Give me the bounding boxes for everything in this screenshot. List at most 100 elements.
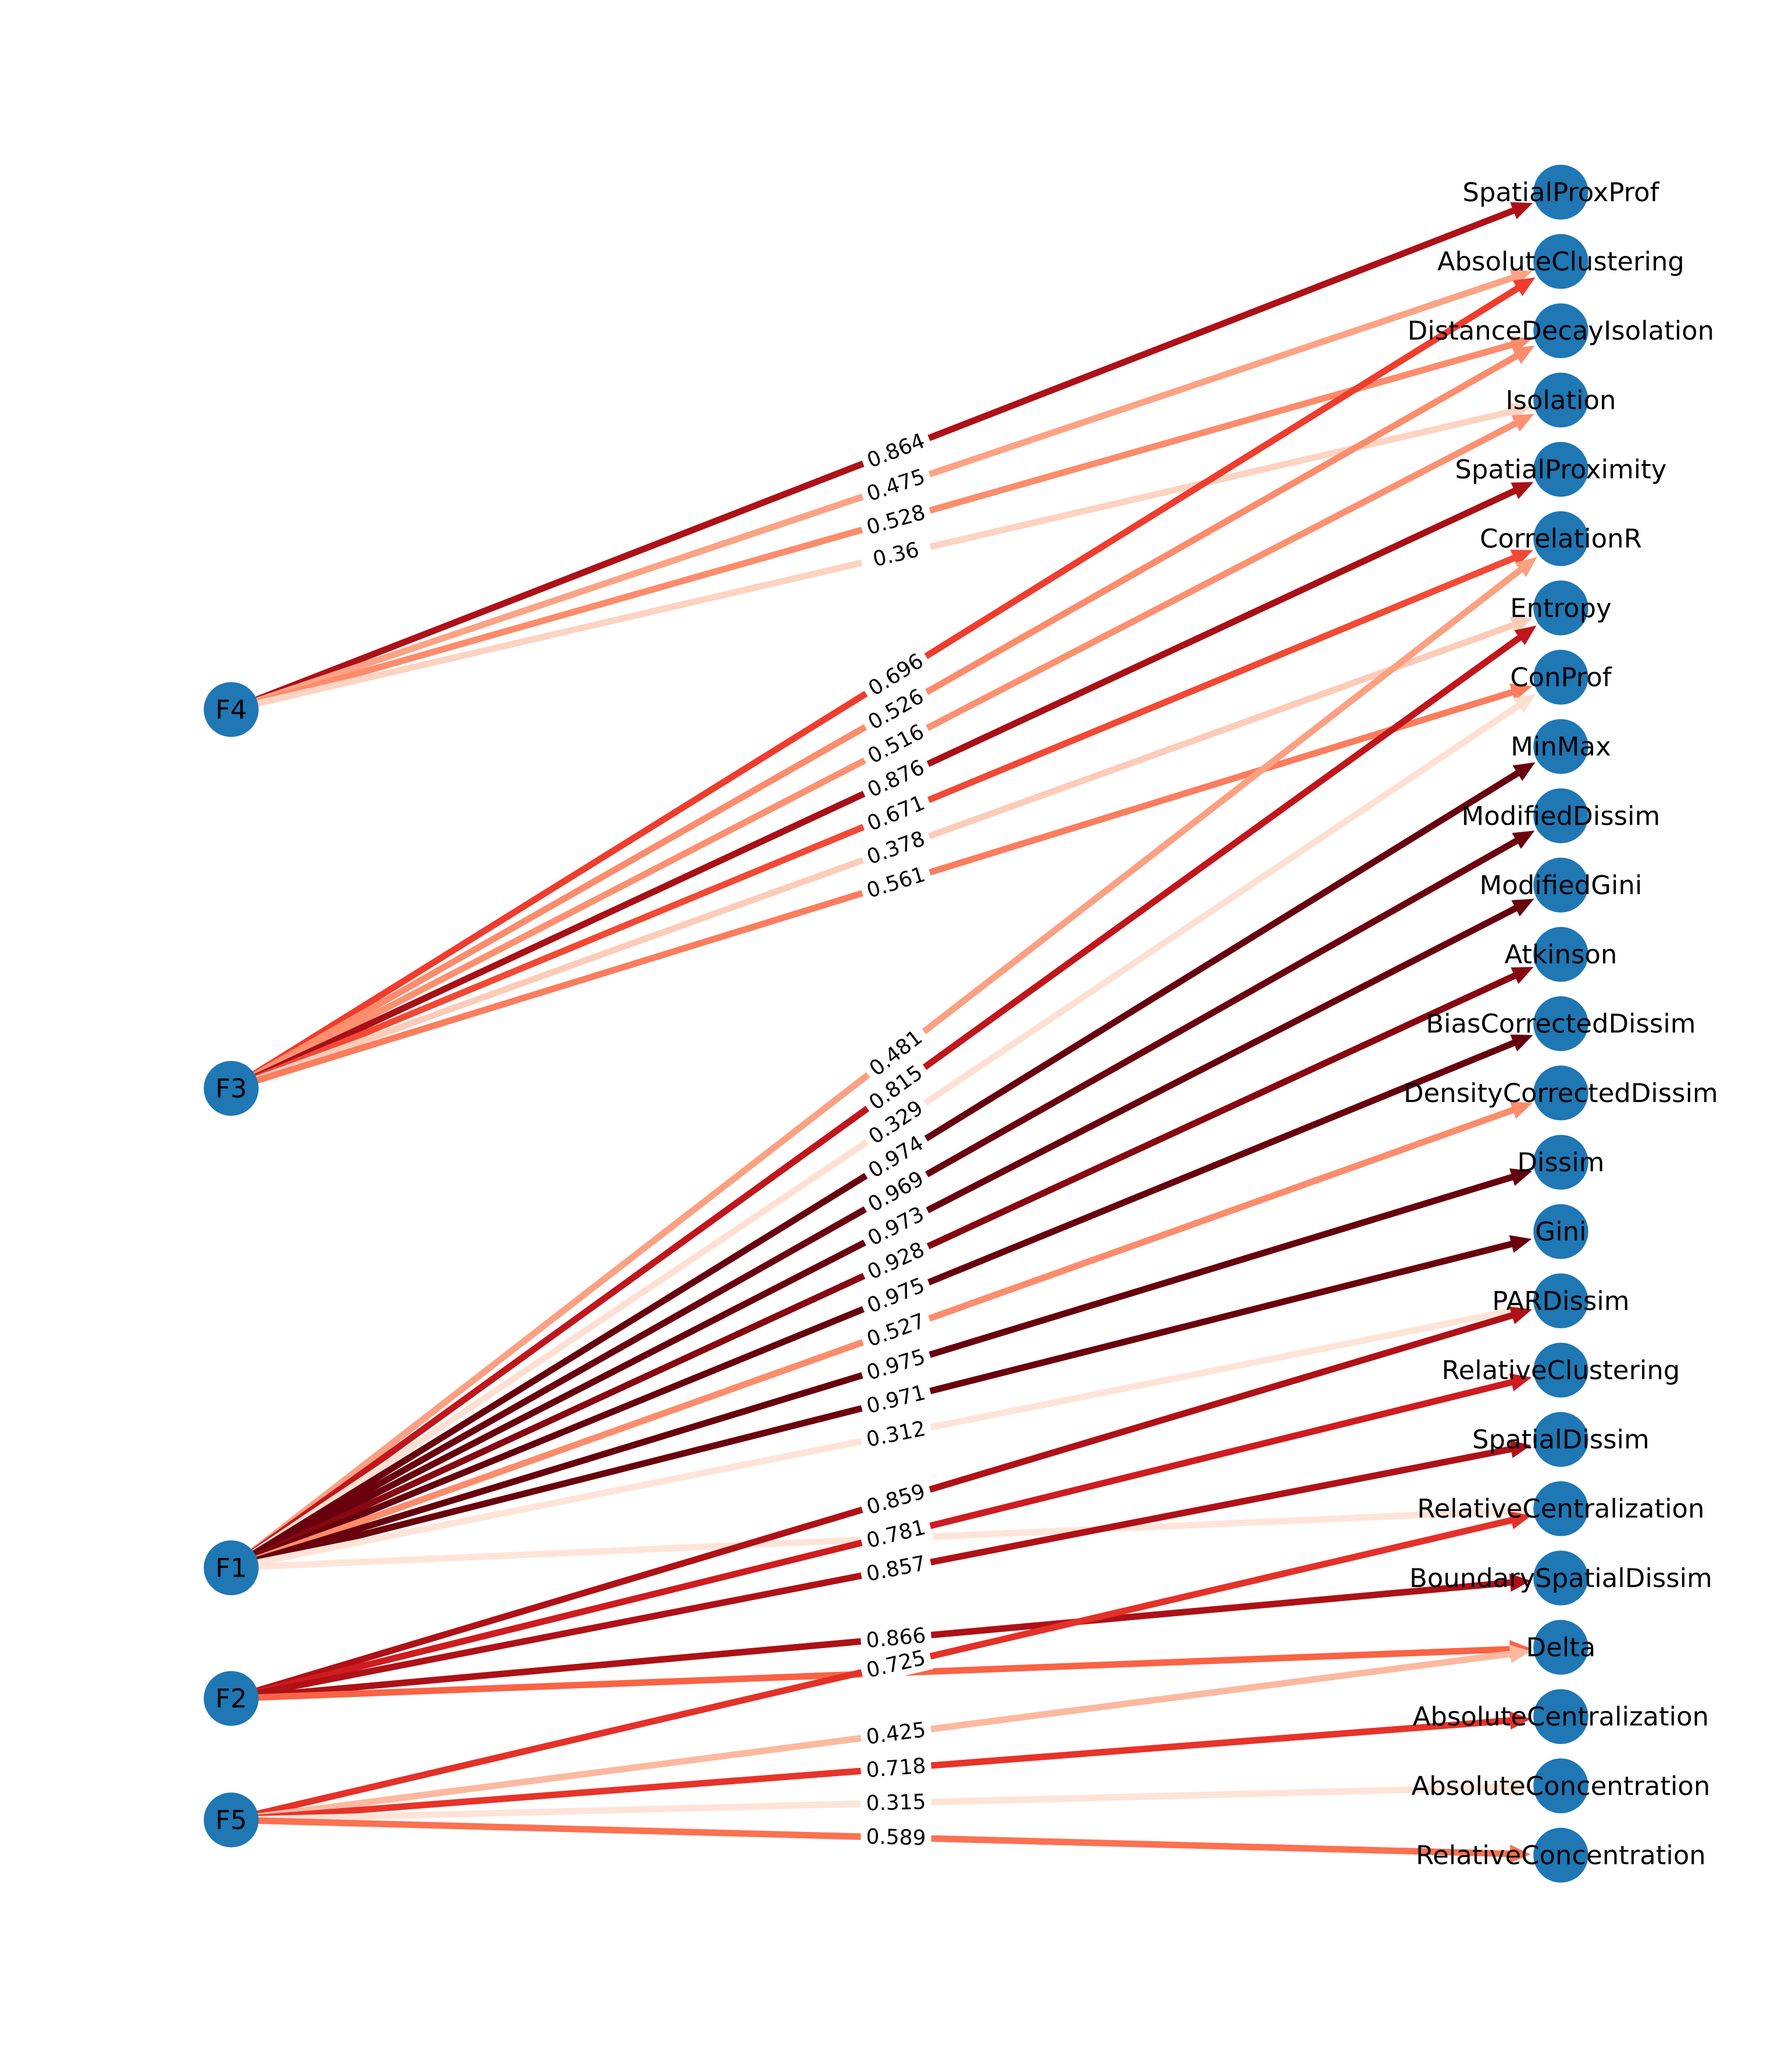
node-label: ModifiedGini (1479, 869, 1642, 900)
node-label: DistanceDecayIsolation (1408, 315, 1714, 346)
arrowhead-icon (1509, 1440, 1532, 1459)
node-Entropy[interactable] (1533, 580, 1588, 636)
node-DistanceDecayIsolation[interactable] (1533, 303, 1588, 358)
edge-label-bg (858, 1270, 934, 1321)
node-CorrelationR[interactable] (1533, 511, 1588, 566)
arrowhead-icon (1512, 762, 1536, 782)
node-Atkinson[interactable] (1533, 926, 1588, 982)
edge-label-bg (858, 462, 934, 509)
node-F4[interactable] (204, 682, 259, 737)
edge-label-bg (858, 787, 934, 839)
edge-label-bg (858, 1643, 934, 1685)
edge-weight-label: 0.36 (870, 538, 921, 572)
node-label: SpatialDissim (1472, 1424, 1650, 1455)
node-label: AbsoluteClustering (1437, 246, 1684, 277)
node-BiasCorrectedDissim[interactable] (1533, 996, 1588, 1051)
arrowhead-icon (1509, 683, 1533, 701)
node-SpatialProximity[interactable] (1533, 441, 1588, 497)
node-label: F2 (215, 1683, 247, 1714)
node-BoundarySpatialDissim[interactable] (1533, 1550, 1588, 1606)
edge-label-bg (858, 498, 934, 543)
edge-label-bg (858, 1342, 934, 1388)
edge-label-bg (858, 1477, 934, 1523)
edge-label-bg (859, 1163, 933, 1221)
node-label: AbsoluteCentralization (1413, 1701, 1709, 1732)
node-label: SpatialProximity (1455, 454, 1666, 485)
edge-label-bg (859, 1414, 933, 1454)
edge-label-bg (859, 1092, 933, 1153)
edge-label-bg (858, 716, 934, 772)
edge-label: 0.866 (859, 1622, 933, 1655)
node-label: PARDissim (1492, 1285, 1629, 1316)
edge-label-bg (859, 680, 933, 739)
arrowhead-icon (1509, 1511, 1532, 1530)
arrowhead-icon (1511, 967, 1534, 985)
edge-label-bg (858, 1513, 934, 1556)
node-PARDissim[interactable] (1533, 1273, 1588, 1328)
node-AbsoluteConcentration[interactable] (1533, 1758, 1588, 1813)
node-SpatialDissim[interactable] (1533, 1411, 1588, 1467)
arrowhead-icon (1515, 557, 1537, 577)
node-AbsoluteClustering[interactable] (1533, 234, 1588, 289)
edge-label: 0.857 (859, 1549, 933, 1589)
node-SpatialProxProf[interactable] (1533, 165, 1588, 220)
node-label: ModifiedDissim (1462, 800, 1661, 831)
arrowhead-icon (1509, 1306, 1532, 1324)
node-label: Gini (1535, 1216, 1586, 1247)
node-label: CorrelationR (1480, 523, 1642, 554)
node-Isolation[interactable] (1533, 372, 1588, 428)
edge-label-bg (860, 1021, 932, 1085)
node-label: RelativeClustering (1441, 1354, 1680, 1385)
node-RelativeConcentration[interactable] (1533, 1827, 1588, 1883)
edge-label: 0.425 (859, 1716, 933, 1752)
arrowhead-icon (1511, 482, 1534, 500)
arrowhead-icon (1512, 830, 1535, 849)
node-label: ConProf (1510, 662, 1612, 693)
node-label: BoundarySpatialDissim (1409, 1563, 1712, 1593)
arrowhead-icon (1509, 1101, 1533, 1119)
node-label: RelativeCentralization (1417, 1493, 1704, 1524)
node-label: F3 (215, 1073, 247, 1104)
node-ConProf[interactable] (1533, 650, 1588, 705)
edge-label-bg (859, 1056, 933, 1120)
edge-label: 0.718 (859, 1752, 933, 1784)
edge-label-bg (858, 426, 934, 476)
node-MinMax[interactable] (1533, 719, 1588, 774)
edge-label: 0.312 (859, 1414, 933, 1454)
arrowhead-icon (1510, 202, 1533, 219)
node-label: DensityCorrectedDissim (1404, 1078, 1718, 1108)
node-ModifiedGini[interactable] (1533, 857, 1588, 913)
node-F2[interactable] (204, 1671, 259, 1726)
node-F5[interactable] (204, 1792, 259, 1848)
node-Gini[interactable] (1533, 1204, 1588, 1259)
arrowhead-icon (1511, 899, 1534, 917)
edge-label-bg (859, 1127, 933, 1187)
node-Dissim[interactable] (1533, 1135, 1588, 1190)
edge-label-bg (858, 823, 934, 873)
edge-label-bg (859, 645, 933, 705)
arrowhead-icon (1512, 345, 1535, 364)
node-label: Dissim (1517, 1147, 1604, 1178)
node-F3[interactable] (204, 1061, 259, 1116)
node-F1[interactable] (204, 1540, 259, 1596)
node-DensityCorrectedDissim[interactable] (1533, 1065, 1588, 1121)
edge-label-bg (858, 534, 934, 576)
node-label: F1 (215, 1552, 247, 1583)
edge-label-bg (858, 1378, 934, 1421)
edge-label-bg (860, 1789, 932, 1817)
node-RelativeClustering[interactable] (1533, 1342, 1588, 1398)
edge-label-bg (858, 1306, 934, 1355)
edge-label-bg (858, 752, 934, 806)
node-RelativeCentralization[interactable] (1533, 1481, 1588, 1536)
edge-label-bg (858, 1199, 934, 1254)
node-Delta[interactable] (1533, 1620, 1588, 1675)
nodes-layer (204, 165, 1588, 1883)
node-AbsoluteCentralization[interactable] (1533, 1689, 1588, 1744)
arrowhead-icon (1509, 1373, 1532, 1392)
edge-label: 0.589 (860, 1823, 932, 1852)
node-ModifiedDissim[interactable] (1533, 788, 1588, 843)
edge-weight-label: 0.425 (865, 1718, 927, 1749)
edge-weight-label: 0.718 (865, 1754, 927, 1782)
